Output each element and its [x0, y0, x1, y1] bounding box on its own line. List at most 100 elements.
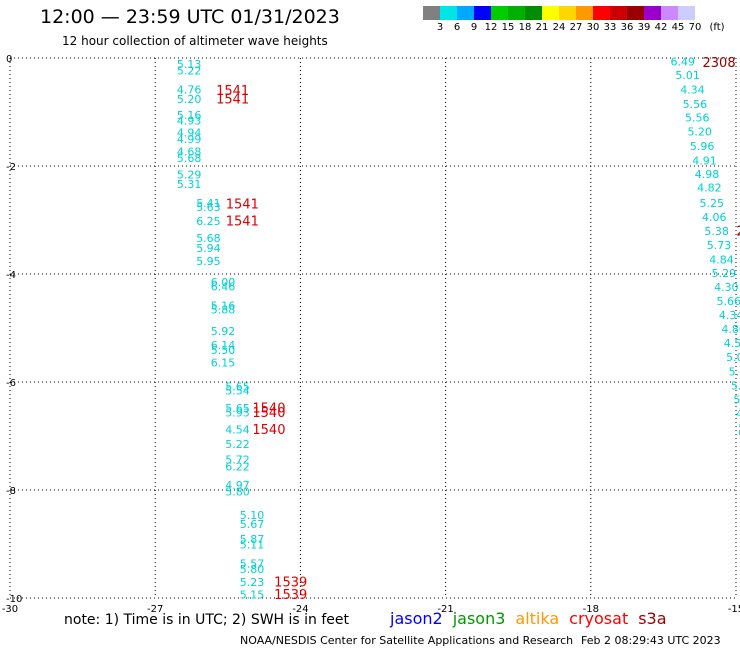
swh-value: 5.05 — [729, 365, 740, 378]
scale-label: 9 — [470, 22, 478, 33]
swh-value: 5.50 — [211, 344, 236, 357]
swh-value: 5.23 — [240, 576, 265, 589]
generated-timestamp: Feb 2 08:29:43 UTC 2023 — [581, 634, 721, 647]
scale-label: 18 — [518, 22, 532, 33]
swh-value: 4.84 — [709, 254, 734, 267]
scale-unit: (ft) — [709, 22, 725, 33]
swh-value: 4.94 — [177, 127, 202, 140]
satellite-legend-item: jason2 — [390, 609, 443, 628]
swh-value: 5.57 — [240, 558, 265, 571]
x-tick-label: -21 — [437, 604, 453, 615]
swh-value: 4.93 — [177, 115, 202, 128]
time-label: 1540 — [252, 423, 285, 438]
swh-value: 4.97 — [225, 479, 250, 492]
scale-label: 42 — [654, 22, 668, 33]
swh-value: 5.48 — [738, 421, 740, 434]
scale-swatch — [593, 6, 610, 20]
swh-value: 6.25 — [196, 215, 221, 228]
swh-value: 5.68 — [196, 232, 221, 245]
swh-value: 6.14 — [211, 339, 236, 352]
swh-value: 4.06 — [702, 211, 727, 224]
swh-value: 5.72 — [225, 453, 250, 466]
swh-value: 5.10 — [240, 509, 265, 522]
swh-value: 5.15 — [240, 588, 265, 601]
scale-swatch — [423, 6, 440, 20]
scale-label: 33 — [603, 22, 617, 33]
time-labels: 1541154115411541154015401540153915392308… — [216, 56, 740, 603]
scale-swatch — [644, 6, 661, 20]
swh-value: 5.54 — [225, 385, 250, 398]
swh-value: 5.07 — [726, 351, 740, 364]
swh-value: 5.66 — [716, 295, 740, 308]
grid-lines — [9, 57, 737, 599]
swh-value: 4.91 — [692, 155, 717, 168]
swh-value: 5.95 — [196, 255, 221, 268]
swh-value: 6.15 — [211, 357, 236, 370]
scale-label: 30 — [586, 22, 600, 33]
swh-value: 5.11 — [240, 539, 265, 552]
satellite-legend-item: altika — [515, 609, 560, 628]
time-label: 1541 — [216, 93, 249, 108]
scale-swatch — [678, 6, 695, 20]
time-label: 2307 — [736, 224, 740, 239]
scale-label: 39 — [637, 22, 651, 33]
scale-label: 27 — [569, 22, 583, 33]
swh-value: 5.01 — [675, 69, 700, 82]
swh-value: 5.56 — [685, 111, 710, 124]
y-tick-label: -8 — [6, 486, 16, 497]
time-label: 1540 — [252, 402, 285, 417]
swh-value: 5.87 — [240, 533, 265, 546]
swh-value: 4.80 — [721, 323, 740, 336]
scale-swatch — [610, 6, 627, 20]
scale-label: 70 — [688, 22, 702, 33]
swh-value: 5.80 — [240, 563, 265, 576]
swh-value: 6.22 — [225, 460, 250, 473]
satellite-legend: jason2 jason3 altika cryosat s3a — [390, 609, 677, 628]
scale-swatch — [525, 6, 542, 20]
scale-swatch — [627, 6, 644, 20]
swh-value: 5.16 — [211, 299, 236, 312]
color-scale-labels: 3 6 9 12 15 18 21 24 27 30 33 36 39 42 45 70 (ft) — [423, 22, 740, 36]
swh-value: 5.41 — [196, 197, 221, 210]
swh-value: 5.20 — [177, 93, 202, 106]
footnote: note: 1) Time is in UTC; 2) SWH is in fe… — [64, 612, 350, 628]
y-tick-label: -10 — [6, 594, 22, 605]
y-tick-label: -4 — [6, 270, 16, 281]
swh-value: 5.38 — [704, 225, 729, 238]
scale-label: 12 — [484, 22, 498, 33]
time-label: 1539 — [274, 588, 307, 603]
swh-value: 5.73 — [707, 239, 732, 252]
time-label: 2308 — [703, 56, 736, 71]
swh-value: 4.30 — [714, 281, 739, 294]
scale-swatch — [508, 6, 525, 20]
time-label: 1541 — [226, 197, 259, 212]
swh-values: 5.135.224.765.205.164.934.944.994.685.68… — [177, 55, 740, 601]
swh-value: 5.92 — [211, 325, 236, 338]
swh-value: 5.13 — [177, 58, 202, 71]
swh-value: 5.29 — [177, 169, 202, 182]
scale-label: 3 — [436, 22, 444, 33]
swh-value: 5.67 — [240, 518, 265, 531]
satellite-legend-item: cryosat — [569, 609, 629, 628]
x-tick-label: -15 — [728, 604, 740, 615]
scale-label: 6 — [453, 22, 461, 33]
scale-label: 36 — [620, 22, 634, 33]
scale-swatch — [491, 6, 508, 20]
swh-value: 5.93 — [225, 406, 250, 419]
swh-value: 4.68 — [177, 146, 202, 159]
scale-swatch — [440, 6, 457, 20]
x-tick-label: -24 — [292, 604, 308, 615]
y-tick-label: -2 — [6, 162, 16, 173]
scale-label: 15 — [501, 22, 515, 33]
swh-value: 4.54 — [225, 424, 250, 437]
chart-title: 12:00 — 23:59 UTC 01/31/2023 — [40, 6, 340, 28]
satellite-legend-item: s3a — [638, 609, 667, 628]
swh-value: 5.87 — [731, 379, 740, 392]
swh-value: 5.65 — [225, 380, 250, 393]
axis-ticks: -30 -27 -24 -21 -18 -15 0 -2 -4 -6 -8 -10 — [2, 54, 740, 615]
swh-value: 4.82 — [697, 182, 722, 195]
satellite-legend-item: jason3 — [452, 609, 506, 628]
swh-value: 5.41 — [733, 393, 740, 406]
swh-value: 4.69 — [736, 407, 740, 420]
scale-label: 21 — [535, 22, 549, 33]
